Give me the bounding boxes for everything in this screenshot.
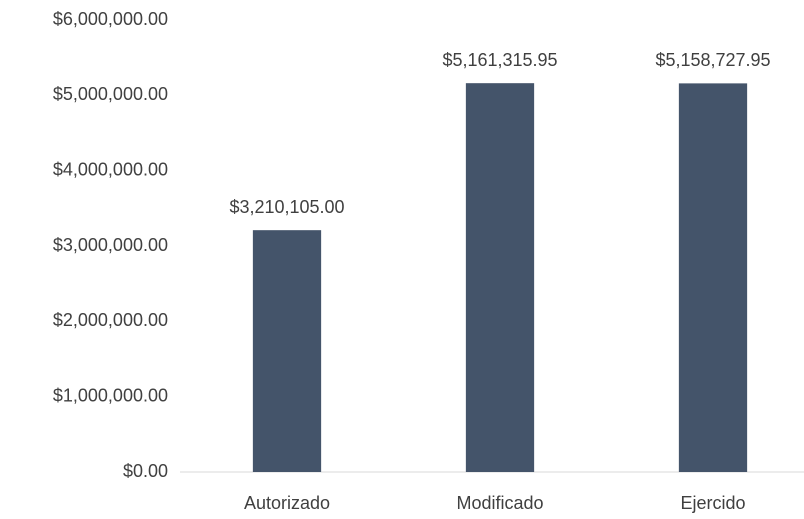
- data-label: $3,210,105.00: [229, 197, 344, 217]
- data-label: $5,161,315.95: [442, 50, 557, 70]
- y-tick-label: $3,000,000.00: [53, 235, 168, 255]
- bar: [465, 83, 535, 473]
- y-tick-label: $5,000,000.00: [53, 84, 168, 104]
- y-tick-label: $2,000,000.00: [53, 310, 168, 330]
- bar: [252, 230, 322, 472]
- y-tick-label: $1,000,000.00: [53, 385, 168, 405]
- x-tick-label: Modificado: [456, 493, 543, 513]
- y-tick-label: $6,000,000.00: [53, 9, 168, 29]
- bar: [678, 83, 748, 472]
- y-tick-label: $4,000,000.00: [53, 159, 168, 179]
- y-tick-label: $0.00: [123, 461, 168, 481]
- data-label: $5,158,727.95: [655, 50, 770, 70]
- x-tick-label: Autorizado: [244, 493, 330, 513]
- x-tick-label: Ejercido: [680, 493, 745, 513]
